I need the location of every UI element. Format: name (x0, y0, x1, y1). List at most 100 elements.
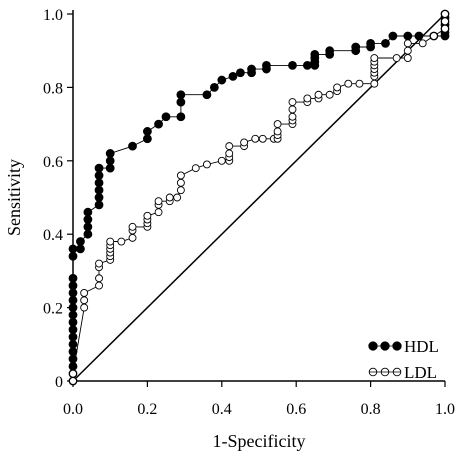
data-point-ldl (69, 369, 77, 378)
y-tick-label: 0.2 (43, 301, 63, 318)
data-point-ldl (441, 10, 449, 18)
data-point-hdl (68, 244, 78, 254)
data-point-ldl (273, 120, 282, 129)
data-point-hdl (154, 119, 163, 129)
legend: HDL LDL (368, 337, 439, 382)
data-point-hdl (83, 215, 93, 224)
data-point-hdl (68, 361, 78, 371)
series-ldl (69, 10, 449, 385)
data-point-hdl (68, 281, 78, 290)
data-point-ldl (165, 193, 174, 202)
data-point-hdl (94, 178, 104, 188)
data-point-ldl (217, 156, 226, 165)
data-point-hdl (176, 97, 186, 107)
data-point-hdl (68, 288, 78, 298)
data-point-hdl (76, 237, 85, 246)
data-point-hdl (68, 339, 78, 349)
data-point-ldl (80, 296, 89, 305)
data-point-ldl (355, 79, 364, 88)
data-point-hdl (247, 64, 256, 74)
data-point-ldl (154, 208, 163, 217)
data-point-ldl (251, 134, 260, 143)
data-point-hdl (310, 49, 320, 59)
legend-label-ldl: LDL (404, 363, 437, 382)
x-tick-label: 0.6 (286, 401, 306, 418)
data-point-ldl (173, 193, 182, 202)
data-point-ldl (225, 142, 234, 151)
data-point-ldl (418, 39, 427, 48)
data-point-ldl (143, 211, 152, 220)
reference-diagonal-line (72, 13, 446, 382)
data-point-hdl (262, 60, 271, 70)
data-point-ldl (80, 288, 89, 297)
x-axis-title: 1-Specificity (213, 431, 306, 451)
data-point-hdl (176, 112, 186, 122)
data-point-hdl (76, 244, 85, 254)
data-point-hdl (209, 83, 219, 92)
data-point-hdl (83, 222, 93, 232)
series-layer (68, 9, 450, 386)
data-point-ldl (441, 24, 449, 33)
x-tick-label: 0.8 (361, 401, 381, 418)
data-point-ldl (273, 127, 282, 136)
data-point-ldl (80, 303, 89, 312)
data-point-ldl (303, 94, 312, 103)
data-point-hdl (105, 163, 115, 173)
data-point-ldl (128, 233, 137, 242)
data-point-ldl (69, 377, 77, 385)
legend-label-hdl: HDL (404, 337, 439, 356)
data-point-ldl (403, 39, 412, 48)
data-point-hdl (388, 31, 398, 41)
data-point-ldl (117, 237, 126, 246)
y-axis-title: Sensitivity (4, 159, 24, 236)
plot-area: 0.0 0.2 0.4 0.6 0.8 1.0 0 0.2 0.4 0.6 0.8 1.0 (43, 7, 455, 418)
data-point-hdl (105, 156, 115, 166)
data-point-hdl (83, 207, 93, 217)
data-point-ldl (225, 149, 234, 158)
data-point-ldl (392, 54, 401, 62)
data-point-ldl (106, 237, 115, 246)
data-point-hdl (288, 60, 297, 70)
x-tick-label: 0.4 (212, 401, 232, 418)
data-point-ldl (325, 90, 334, 99)
data-point-ldl (154, 197, 163, 206)
data-point-ldl (288, 98, 297, 107)
data-point-hdl (161, 112, 171, 122)
data-point-hdl (128, 141, 137, 151)
data-point-hdl (94, 185, 104, 195)
y-tick-label: 0.6 (43, 154, 63, 171)
data-point-hdl (94, 200, 104, 210)
legend-item-ldl: LDL (368, 363, 437, 382)
data-point-ldl (441, 17, 449, 26)
data-point-hdl (68, 303, 78, 313)
x-tick-label: 1.0 (435, 401, 455, 418)
y-tick-label: 1.0 (43, 7, 63, 24)
data-point-hdl (142, 127, 152, 136)
data-point-hdl (142, 134, 152, 144)
data-point-ldl (176, 171, 185, 180)
data-point-hdl (83, 229, 93, 239)
data-point-ldl (370, 79, 379, 88)
data-point-ldl (95, 281, 103, 290)
data-point-hdl (94, 163, 104, 173)
data-point-hdl (302, 60, 312, 70)
data-point-ldl (202, 160, 211, 169)
data-point-ldl (370, 54, 379, 62)
data-point-hdl (94, 171, 104, 180)
data-point-ldl (333, 83, 342, 92)
data-point-hdl (351, 42, 361, 52)
data-point-ldl (95, 259, 103, 268)
data-point-ldl (314, 90, 323, 99)
data-point-hdl (94, 193, 104, 202)
x-tick-label: 0.0 (63, 401, 83, 418)
legend-item-hdl: HDL (368, 337, 439, 356)
data-point-hdl (176, 90, 186, 100)
data-point-ldl (95, 274, 103, 283)
data-point-hdl (68, 273, 78, 283)
data-point-ldl (288, 112, 297, 121)
data-point-hdl (68, 310, 78, 320)
data-point-ldl (258, 134, 267, 143)
data-point-hdl (202, 90, 212, 100)
data-point-hdl (68, 295, 78, 305)
